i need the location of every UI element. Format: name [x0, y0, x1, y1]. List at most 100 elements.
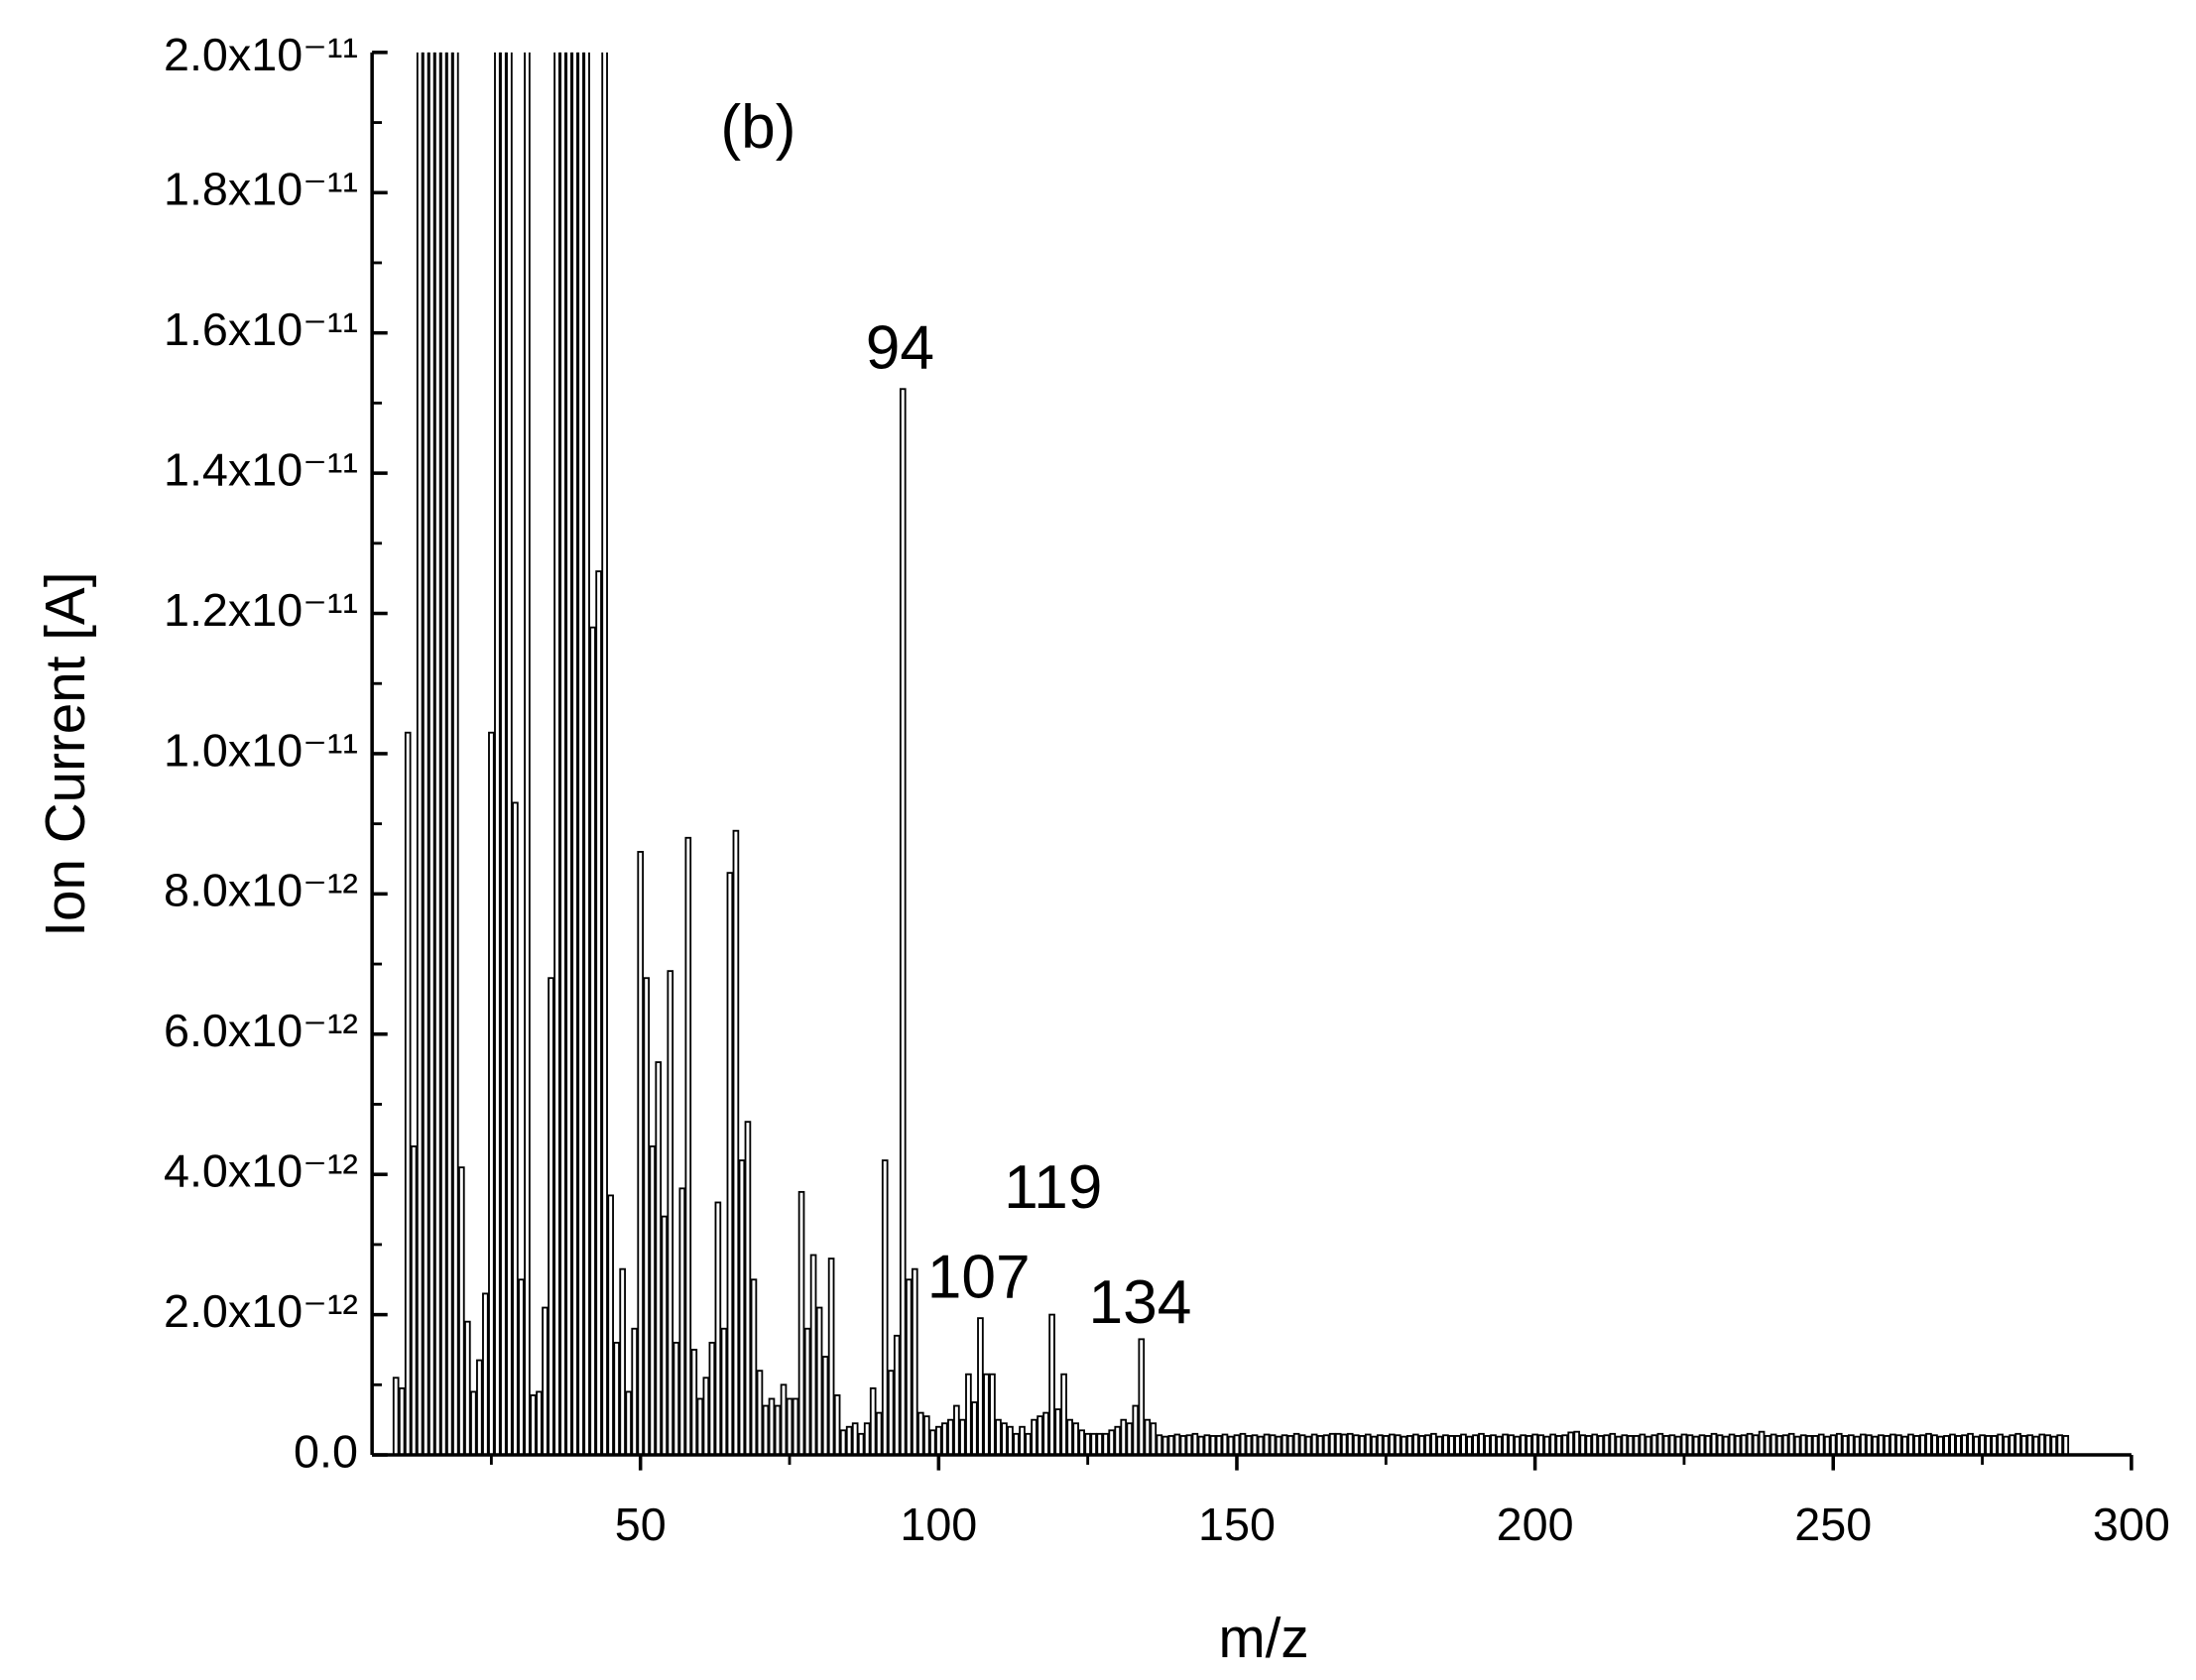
bar — [1388, 1433, 1396, 1456]
bar — [1042, 1411, 1049, 1456]
bar — [1901, 1435, 1908, 1456]
bar — [577, 52, 584, 1456]
bar — [416, 52, 424, 1456]
bar — [1817, 1433, 1825, 1456]
bar — [649, 1144, 657, 1456]
bar — [2026, 1434, 2033, 1456]
bar — [1138, 1338, 1146, 1456]
bar — [1436, 1435, 1443, 1456]
bar — [1161, 1435, 1169, 1456]
bar — [583, 52, 590, 1456]
bar — [887, 1370, 895, 1456]
bar — [1203, 1434, 1211, 1456]
bar — [1979, 1434, 1986, 1456]
bar — [1752, 1434, 1760, 1456]
bar — [744, 1121, 752, 1456]
bar — [1209, 1435, 1217, 1456]
y-tick-label: 1.8x10⁻¹¹ — [164, 164, 358, 215]
bar — [410, 1144, 418, 1456]
bar — [1304, 1435, 1312, 1456]
bar — [1245, 1435, 1253, 1456]
y-tick-label: 2.0x10⁻¹² — [164, 1285, 358, 1337]
bar — [1060, 1373, 1067, 1456]
bar — [881, 1159, 889, 1456]
bar — [1567, 1431, 1575, 1456]
bar — [1615, 1435, 1623, 1456]
bar — [1680, 1433, 1688, 1456]
bar — [536, 1390, 543, 1456]
bar — [1144, 1418, 1152, 1456]
bar — [1150, 1422, 1158, 1456]
bar — [768, 1397, 776, 1456]
bar — [643, 977, 651, 1456]
bar — [1401, 1435, 1407, 1456]
bar — [732, 829, 740, 1456]
x-tick-label: 100 — [900, 1499, 977, 1550]
bar — [672, 1341, 680, 1456]
bar — [1913, 1435, 1920, 1456]
bar — [1811, 1435, 1819, 1456]
bar — [1859, 1433, 1867, 1456]
bar — [1316, 1435, 1324, 1456]
y-tick-label: 2.0x10⁻¹¹ — [164, 29, 358, 80]
y-tick-label: 6.0x10⁻¹² — [164, 1005, 358, 1056]
bar — [863, 1422, 871, 1456]
bar — [1221, 1433, 1229, 1456]
bar — [786, 1397, 793, 1456]
bar — [714, 1201, 722, 1456]
bar — [1937, 1435, 1944, 1456]
bar — [1668, 1434, 1676, 1456]
bar — [1102, 1432, 1110, 1456]
bar — [1197, 1435, 1205, 1456]
bar — [2062, 1435, 2070, 1456]
bar — [1561, 1434, 1569, 1456]
bar — [500, 52, 507, 1456]
bar — [589, 626, 596, 1456]
bar — [1907, 1433, 1914, 1456]
bar — [1019, 1425, 1026, 1456]
bar — [1746, 1432, 1754, 1456]
bar — [518, 1278, 525, 1456]
bar — [2009, 1434, 2015, 1456]
bar — [1805, 1435, 1813, 1456]
x-tick-label: 150 — [1198, 1499, 1276, 1550]
bar — [989, 1373, 996, 1456]
bar — [1710, 1432, 1718, 1456]
bar — [524, 52, 531, 1456]
bar — [827, 1258, 835, 1456]
y-tick-label: 1.0x10⁻¹¹ — [164, 724, 358, 776]
bar — [553, 52, 560, 1456]
y-axis-title: Ion Current [A] — [34, 572, 96, 937]
bar — [1740, 1434, 1748, 1456]
bar — [1621, 1434, 1629, 1456]
bar — [1167, 1435, 1175, 1456]
bar — [1674, 1435, 1682, 1456]
bar — [1650, 1434, 1658, 1456]
bar — [1191, 1432, 1199, 1456]
bar — [922, 1415, 930, 1456]
bar — [1949, 1433, 1956, 1456]
bar — [1406, 1435, 1413, 1456]
y-tick-label: 1.2x10⁻¹¹ — [164, 584, 358, 636]
bar — [1031, 1418, 1037, 1456]
bar — [1835, 1432, 1843, 1456]
x-tick-label: 200 — [1497, 1499, 1574, 1550]
bar — [637, 851, 645, 1456]
bar — [1054, 1408, 1061, 1456]
bar — [1704, 1435, 1712, 1456]
bar — [1793, 1435, 1801, 1456]
bar — [2038, 1433, 2046, 1456]
bar — [631, 1327, 639, 1456]
bar — [427, 52, 435, 1456]
bar — [1728, 1433, 1736, 1456]
bar — [965, 1373, 972, 1456]
bar — [953, 1404, 960, 1456]
x-axis-title: m/z — [1218, 1607, 1308, 1669]
bar — [774, 1404, 782, 1456]
bar — [1346, 1432, 1354, 1456]
bar — [1048, 1313, 1055, 1456]
bar — [1239, 1432, 1247, 1456]
bar — [422, 52, 429, 1456]
bar — [392, 1377, 400, 1456]
bar — [1090, 1432, 1097, 1456]
